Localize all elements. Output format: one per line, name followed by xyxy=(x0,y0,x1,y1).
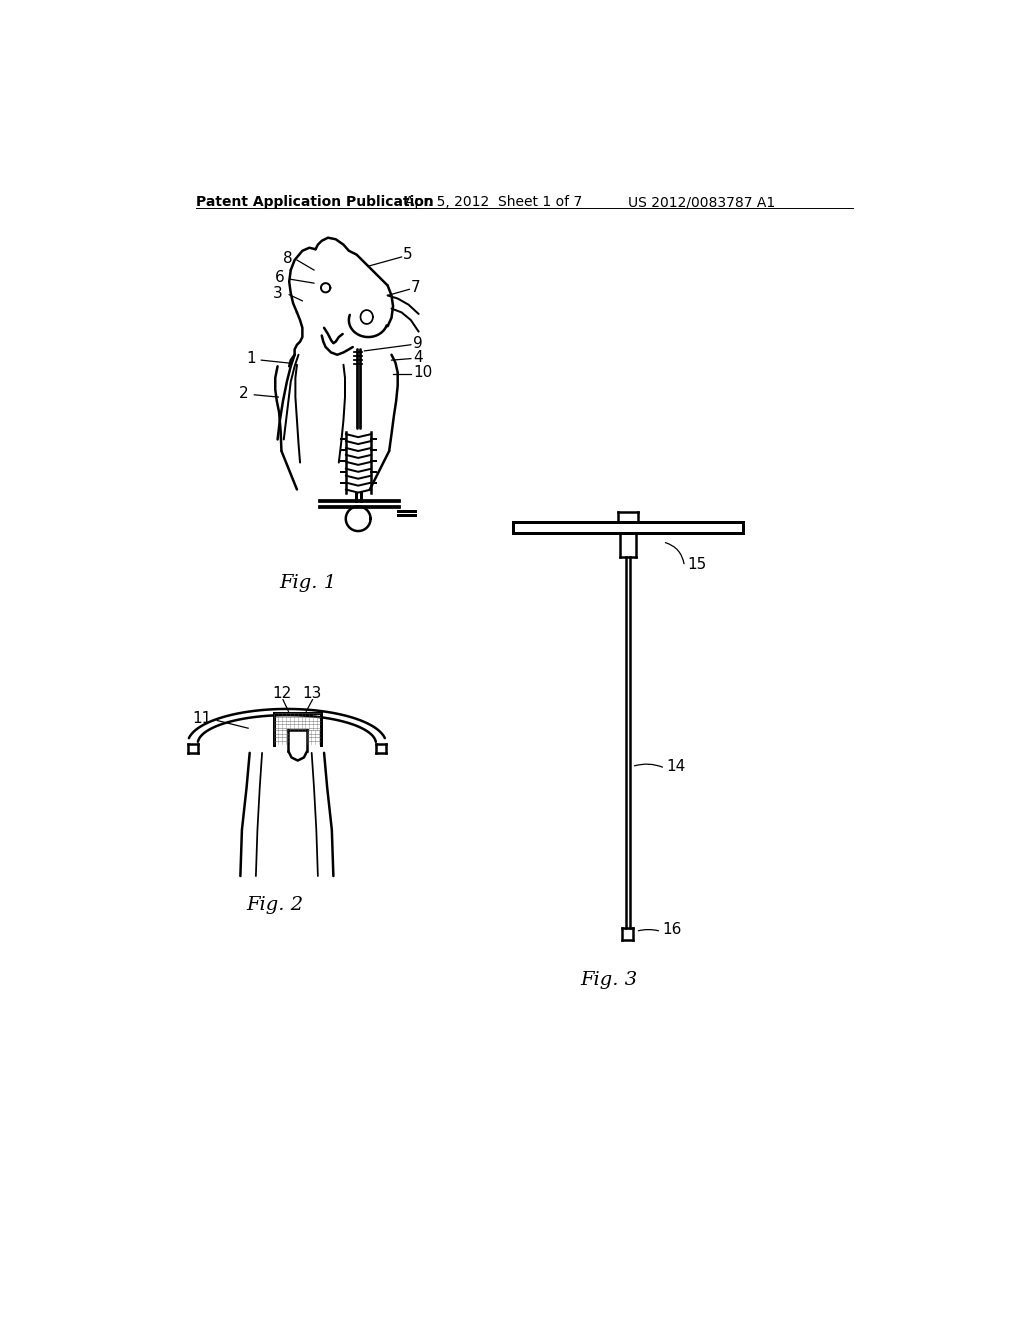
Text: 6: 6 xyxy=(274,271,285,285)
Text: Apr. 5, 2012  Sheet 1 of 7: Apr. 5, 2012 Sheet 1 of 7 xyxy=(406,195,583,210)
Text: 7: 7 xyxy=(411,280,421,296)
Text: 8: 8 xyxy=(283,251,292,267)
Text: Fig. 2: Fig. 2 xyxy=(247,896,304,913)
FancyArrowPatch shape xyxy=(666,543,684,564)
Text: 5: 5 xyxy=(403,247,413,263)
Text: Fig. 1: Fig. 1 xyxy=(280,574,336,593)
Text: Patent Application Publication: Patent Application Publication xyxy=(197,195,434,210)
Text: 9: 9 xyxy=(414,335,423,351)
Text: 3: 3 xyxy=(273,285,283,301)
Text: 4: 4 xyxy=(414,350,423,364)
Text: 12: 12 xyxy=(271,686,291,701)
Text: 14: 14 xyxy=(667,759,686,775)
Text: 2: 2 xyxy=(240,385,249,401)
Text: 16: 16 xyxy=(663,923,682,937)
Text: US 2012/0083787 A1: US 2012/0083787 A1 xyxy=(628,195,775,210)
Text: 10: 10 xyxy=(414,364,432,380)
Text: Fig. 3: Fig. 3 xyxy=(580,970,637,989)
FancyArrowPatch shape xyxy=(635,764,663,767)
Text: 11: 11 xyxy=(193,711,212,726)
Text: 1: 1 xyxy=(246,351,256,366)
Text: 15: 15 xyxy=(687,557,707,573)
Text: 13: 13 xyxy=(303,686,323,701)
